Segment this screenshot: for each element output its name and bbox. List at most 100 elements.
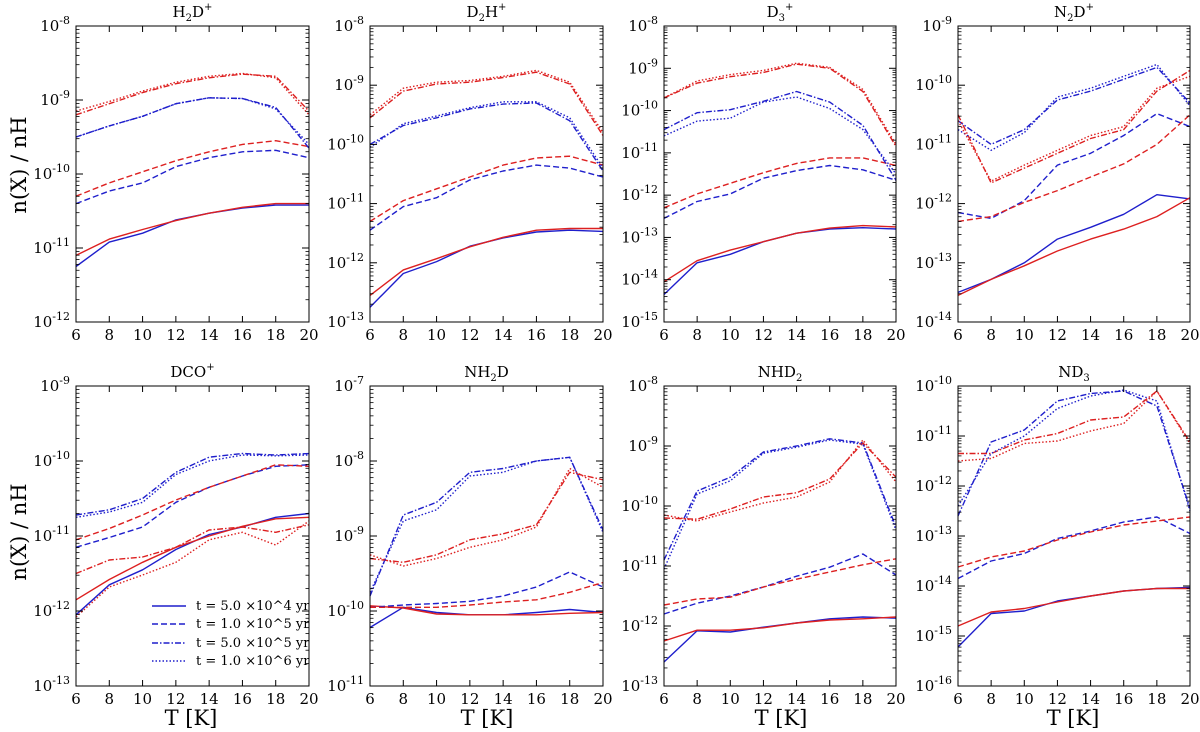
x-tick-label: 16 xyxy=(527,690,546,708)
x-tick-label: 10 xyxy=(133,326,152,344)
y-tick-label: 10-8 xyxy=(334,14,364,35)
series-line-red-solid xyxy=(369,227,603,296)
series-line-blue-dashdot xyxy=(369,456,604,597)
y-tick-label: 10-14 xyxy=(621,268,658,289)
x-tick-label: 14 xyxy=(787,690,806,708)
x-tick-label: 8 xyxy=(399,690,409,708)
y-tick-label: 10-8 xyxy=(628,14,658,35)
series-line-blue-dashed xyxy=(663,164,897,220)
y-tick-label: 10-9 xyxy=(40,88,70,109)
x-tick-label: 18 xyxy=(1147,326,1166,344)
legend-label-3: t = 5.0 ×10^5 yr xyxy=(196,636,310,651)
x-axis-label-4: T [K] xyxy=(1047,706,1100,730)
y-tick-label: 10-11 xyxy=(621,554,658,575)
y-tick-label: 10-11 xyxy=(327,674,364,695)
series-line-blue-dotted xyxy=(369,456,604,593)
x-tick-label: 16 xyxy=(233,326,252,344)
series-line-blue-solid xyxy=(957,586,1191,648)
x-tick-label: 12 xyxy=(754,690,773,708)
series-line-blue-solid xyxy=(75,204,309,268)
series-line-red-dashed xyxy=(957,114,1191,223)
series-line-red-solid xyxy=(663,224,897,283)
y-tick-label: 10-12 xyxy=(327,251,364,272)
x-tick-label: 20 xyxy=(593,690,612,708)
y-tick-label: 10-13 xyxy=(915,251,952,272)
panel-title-7: ND3 xyxy=(1058,363,1090,384)
series-line-blue-solid xyxy=(663,616,897,663)
panel-title-2: D3+ xyxy=(767,2,794,24)
y-tick-label: 10-15 xyxy=(915,624,952,645)
panel-nh2d: 6 8 10 12 14 16 18 20 10-11 10-10 10-9 10-8 10-7 NH2D xyxy=(327,363,612,708)
series-line-blue-dotted xyxy=(75,97,310,145)
x-tick-label: 16 xyxy=(527,326,546,344)
x-tick-label: 16 xyxy=(1114,326,1133,344)
y-tick-label: 10-9 xyxy=(334,73,364,94)
panel-title-3: N2D+ xyxy=(1054,2,1094,24)
x-tick-label: 18 xyxy=(1147,690,1166,708)
y-tick-label: 10-16 xyxy=(915,674,952,695)
x-tick-label: 10 xyxy=(721,690,740,708)
x-tick-label: 6 xyxy=(953,326,963,344)
series-line-red-solid xyxy=(957,197,1191,297)
series-line-red-dotted xyxy=(369,467,604,567)
y-tick-label: 10-15 xyxy=(621,310,658,331)
y-axis-label-bottom: n(X) / nH xyxy=(7,483,31,580)
y-tick-label: 10-12 xyxy=(33,599,70,620)
plot-frame xyxy=(957,25,1191,323)
series-line-red-dashdot xyxy=(75,73,310,116)
y-tick-label: 10-7 xyxy=(334,374,364,395)
x-tick-label: 12 xyxy=(1048,690,1067,708)
series-line-red-dotted xyxy=(369,69,604,133)
x-tick-label: 8 xyxy=(692,690,702,708)
y-tick-label: 10-11 xyxy=(33,236,70,257)
x-tick-label: 14 xyxy=(787,326,806,344)
panel-title-0: H2D+ xyxy=(173,2,213,24)
x-tick-label: 6 xyxy=(953,690,963,708)
series-line-blue-dashed xyxy=(957,516,1191,580)
series-line-blue-dashdot xyxy=(663,438,897,561)
x-tick-label: 18 xyxy=(266,690,285,708)
y-tick-label: 10-8 xyxy=(334,449,364,470)
x-axis-label-1: T [K] xyxy=(165,706,218,730)
series-line-red-dotted xyxy=(663,62,897,145)
panels-layer: 6 8 10 12 14 16 18 20 10-12 10-11 10-10 10-9 10-8 H2D… xyxy=(33,2,1199,708)
x-tick-label: 10 xyxy=(1015,690,1034,708)
series-line-red-dashed xyxy=(370,581,604,608)
series-line-red-dashdot xyxy=(663,442,897,520)
y-tick-label: 10-12 xyxy=(915,192,952,213)
x-tick-label: 10 xyxy=(427,690,446,708)
y-tick-label: 10-8 xyxy=(40,14,70,35)
y-tick-label: 10-10 xyxy=(915,374,952,395)
y-tick-label: 10-9 xyxy=(922,14,952,35)
x-tick-label: 14 xyxy=(200,326,219,344)
y-tick-label: 10-13 xyxy=(621,674,658,695)
x-tick-label: 18 xyxy=(560,326,579,344)
plot-frame xyxy=(369,25,604,323)
x-tick-label: 10 xyxy=(721,326,740,344)
series-line-blue-dashed xyxy=(369,571,604,608)
y-tick-label: 10-11 xyxy=(915,132,952,153)
x-tick-label: 20 xyxy=(299,690,318,708)
series-line-blue-dashed xyxy=(663,553,897,615)
x-tick-label: 6 xyxy=(71,690,81,708)
x-tick-label: 16 xyxy=(1114,690,1133,708)
x-tick-label: 20 xyxy=(593,326,612,344)
plot-frame xyxy=(663,385,897,687)
y-tick-label: 10-8 xyxy=(628,374,658,395)
legend-label-2: t = 1.0 ×10^5 yr xyxy=(196,617,310,632)
x-tick-label: 20 xyxy=(1180,326,1199,344)
y-tick-label: 10-11 xyxy=(33,524,70,545)
x-tick-label: 10 xyxy=(427,326,446,344)
series-line-red-solid xyxy=(75,516,310,601)
series-line-red-solid xyxy=(369,605,604,616)
panel-nhd2: 6 8 10 12 14 16 18 20 10-13 10-12 10-11 10-10 10-9 10… xyxy=(621,363,905,708)
series-line-blue-dashdot xyxy=(75,452,310,516)
series-line-red-dashed xyxy=(663,157,897,209)
panel-nd3: 6 8 10 12 14 16 18 20 10-16 10-15 10-14 10-13 10-12 1… xyxy=(915,363,1199,708)
y-tick-label: 10-11 xyxy=(915,424,952,445)
x-tick-label: 14 xyxy=(494,690,513,708)
x-tick-label: 8 xyxy=(399,326,409,344)
y-tick-label: 10-12 xyxy=(915,474,952,495)
legend-label-4: t = 1.0 ×10^6 yr xyxy=(196,654,310,669)
x-tick-label: 20 xyxy=(886,326,905,344)
